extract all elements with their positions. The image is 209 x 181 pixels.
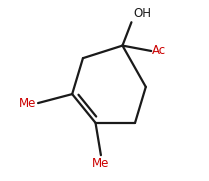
Text: Ac: Ac [152,45,166,58]
Text: Me: Me [92,157,110,170]
Text: OH: OH [133,7,151,20]
Text: Me: Me [19,97,36,110]
